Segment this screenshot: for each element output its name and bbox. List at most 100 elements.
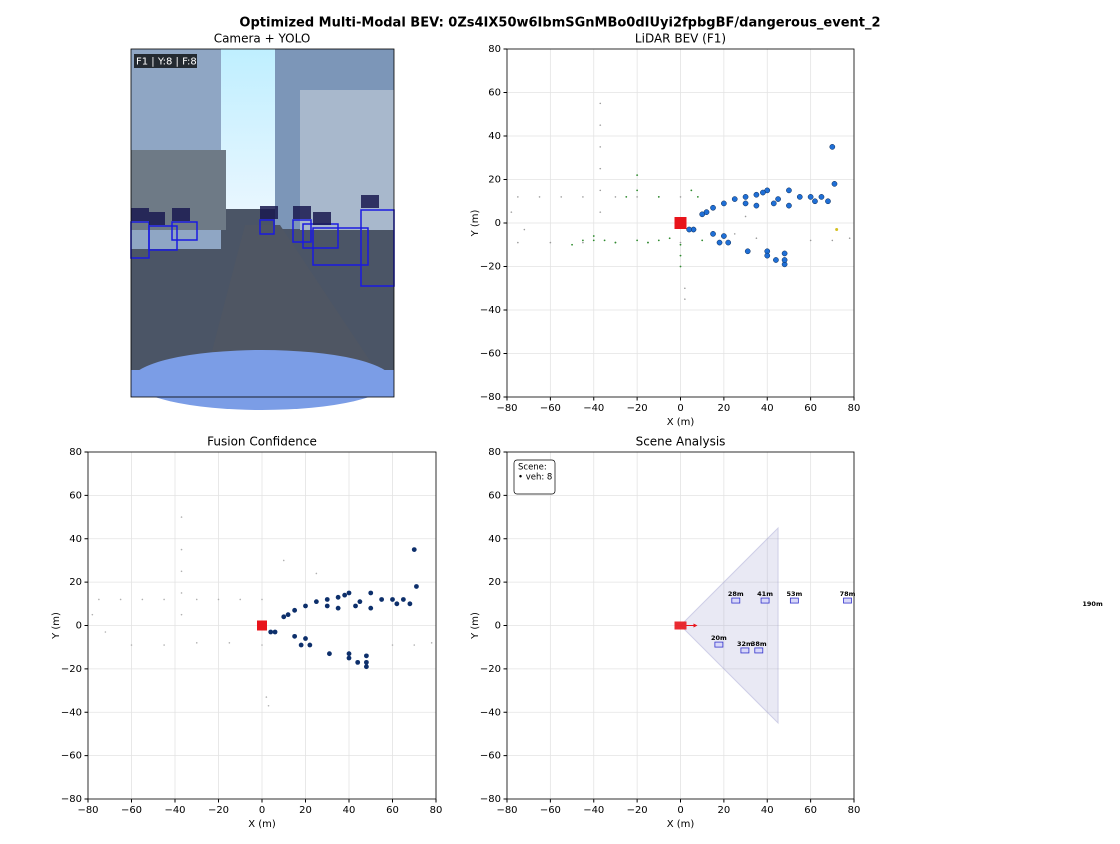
point [368, 605, 374, 611]
point [346, 590, 352, 596]
x-tick-label: 40 [761, 805, 774, 816]
point [786, 187, 792, 194]
axes-frame [506, 451, 855, 800]
fov-area [679, 526, 779, 725]
point [721, 200, 727, 207]
point [592, 235, 595, 237]
x-tick-label: −60 [121, 805, 142, 816]
point [180, 592, 183, 594]
point [292, 607, 298, 613]
ego-marker [674, 217, 687, 229]
point [699, 211, 706, 218]
point [298, 642, 304, 648]
point [104, 631, 107, 633]
point [614, 241, 617, 244]
point [636, 174, 639, 177]
point [538, 196, 541, 198]
scene-text: Scene: [518, 463, 547, 473]
x-tick-label: −80 [496, 403, 517, 414]
y-tick-label: −80 [480, 392, 501, 403]
point [303, 603, 308, 609]
point [636, 189, 639, 192]
y-tick-label: 80 [488, 44, 501, 55]
panel-title: Fusion Confidence [207, 435, 317, 449]
x-axis-label: X (m) [667, 417, 695, 428]
point [809, 239, 812, 242]
point [407, 601, 413, 607]
point [775, 196, 781, 202]
point [636, 196, 638, 198]
y-tick-label: 0 [76, 621, 82, 632]
point [725, 239, 732, 246]
y-tick-label: −20 [61, 664, 82, 675]
point [825, 198, 831, 205]
point [696, 196, 699, 198]
point [414, 584, 419, 589]
x-tick-label: 60 [386, 805, 399, 816]
point [716, 239, 723, 246]
ego-marker [674, 621, 687, 630]
x-tick-label: 60 [804, 805, 817, 816]
point [163, 644, 165, 646]
y-tick-label: 20 [69, 577, 82, 588]
x-tick-label: 40 [761, 403, 774, 414]
point [684, 287, 686, 290]
point [335, 605, 341, 611]
y-tick-label: 80 [488, 447, 501, 458]
point [690, 189, 693, 192]
x-axis-label: X (m) [667, 819, 695, 830]
point [180, 548, 183, 551]
y-tick-label: 60 [69, 490, 82, 501]
x-tick-label: 0 [677, 805, 683, 816]
point [163, 598, 165, 601]
point [379, 597, 385, 602]
point [324, 597, 330, 602]
point [679, 241, 682, 244]
vehicle-label: 190m [1082, 600, 1103, 608]
point [744, 215, 747, 218]
vehicle-box [1089, 608, 1097, 613]
point [357, 599, 363, 605]
point [781, 250, 788, 257]
x-tick-label: 20 [718, 403, 731, 414]
figure-title: Optimized Multi-Modal BEV: 0Zs4IX50w6Ibm… [239, 16, 880, 31]
point [517, 241, 519, 244]
point [391, 644, 394, 646]
image-overlay: F1 | Y:8 | F:8 [136, 57, 197, 68]
point [831, 239, 834, 242]
point [315, 572, 318, 575]
vehicle-box [740, 647, 750, 654]
camera-image: F1 | Y:8 | F:8 [130, 48, 395, 410]
scene-text: • veh: 8 [518, 473, 552, 483]
point [394, 601, 400, 607]
point [599, 146, 602, 148]
vehicle-box [760, 597, 770, 604]
x-tick-label: 40 [343, 805, 356, 816]
point [272, 629, 278, 635]
point [571, 243, 573, 246]
y-tick-label: −60 [480, 751, 501, 762]
point [517, 196, 519, 198]
point [710, 231, 716, 237]
point [346, 651, 352, 657]
x-tick-label: −40 [164, 805, 185, 816]
y-tick-label: 40 [488, 534, 501, 545]
point [582, 241, 584, 244]
point [268, 629, 274, 635]
y-tick-label: 60 [488, 88, 501, 99]
point [636, 239, 639, 242]
axes-frame [506, 48, 855, 398]
y-tick-label: 40 [69, 534, 82, 545]
point [764, 252, 771, 259]
point [282, 559, 285, 562]
point [560, 196, 563, 198]
point [679, 196, 682, 198]
point [303, 636, 308, 641]
x-tick-label: 80 [430, 805, 443, 816]
point [603, 239, 606, 242]
vehicle-box [754, 647, 764, 654]
point [829, 144, 836, 150]
y-tick-label: 60 [488, 490, 501, 501]
axes-frame [87, 451, 437, 800]
